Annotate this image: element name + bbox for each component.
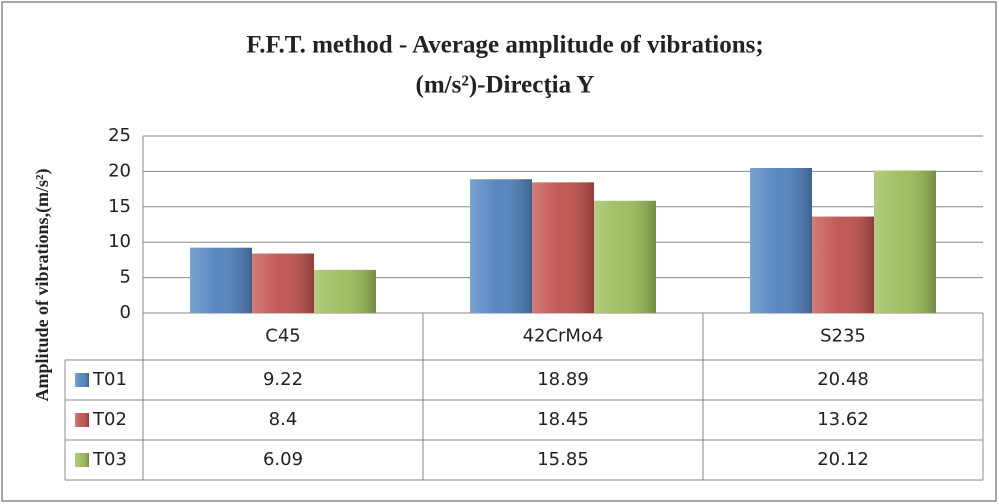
legend-key-shine	[75, 373, 89, 387]
y-tick-label: 5	[120, 267, 131, 288]
bar-shine	[812, 216, 874, 313]
legend-label: T03	[92, 449, 127, 470]
legend-label: T01	[92, 369, 127, 390]
y-axis-label: Amplitude of vibrations,(m/s²)	[32, 169, 53, 402]
table-cell: 18.45	[537, 409, 589, 430]
x-tick-label: 42CrMo4	[523, 326, 604, 347]
table-cell: 9.22	[263, 369, 303, 390]
y-tick-label: 25	[108, 125, 131, 146]
y-tick-label: 20	[108, 160, 131, 181]
chart-title: F.F.T. method - Average amplitude of vib…	[246, 32, 763, 59]
chart-title: (m/s²)-Direcţia Y	[416, 72, 595, 99]
y-tick-label: 10	[108, 231, 131, 252]
bar-shine	[532, 182, 594, 313]
x-tick-label: C45	[265, 326, 300, 347]
bar-shine	[190, 247, 252, 313]
bar-shine	[594, 200, 656, 313]
table-cell: 15.85	[537, 449, 589, 470]
bar-shine	[874, 170, 936, 313]
table-cell: 20.48	[817, 369, 869, 390]
bar-shine	[470, 179, 532, 313]
table-cell: 18.89	[537, 369, 589, 390]
bar-shine	[252, 253, 314, 313]
legend-key-shine	[75, 453, 89, 467]
bar-shine	[314, 269, 376, 313]
y-tick-label: 15	[108, 196, 131, 217]
table-cell: 8.4	[269, 409, 298, 430]
table-cell: 13.62	[817, 409, 869, 430]
x-tick-label: S235	[820, 326, 866, 347]
table-cell: 20.12	[817, 449, 869, 470]
table-cell: 6.09	[263, 449, 303, 470]
legend-key-shine	[75, 413, 89, 427]
legend-label: T02	[92, 409, 127, 430]
y-tick-label: 0	[120, 302, 131, 323]
bar-shine	[750, 168, 812, 313]
